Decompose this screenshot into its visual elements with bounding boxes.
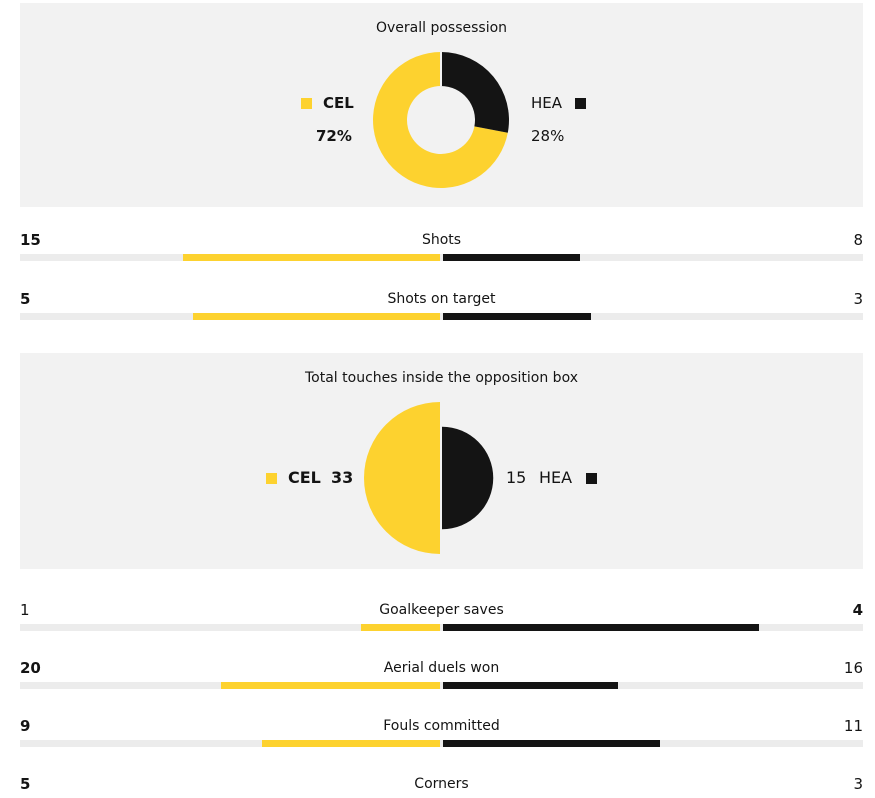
possession-title: Overall possession (375, 20, 508, 36)
stat-away-value: 8 (853, 231, 863, 249)
stat-row-aerial-duels-won: 20 Aerial duels won 16 (20, 659, 863, 699)
stat-away-bar (443, 682, 619, 689)
possession-donut-chart (372, 52, 509, 189)
stat-away-value: 16 (843, 659, 863, 677)
possession-away-slice (441, 52, 509, 133)
touches-home-value: 33 (331, 468, 354, 487)
away-legend-square (575, 98, 586, 109)
stat-home-bar (262, 740, 440, 747)
stat-away-value: 3 (853, 775, 863, 793)
stat-away-bar (443, 313, 592, 320)
stat-away-value: 11 (843, 717, 863, 735)
stat-track (20, 313, 863, 320)
stat-label: Shots (421, 232, 462, 248)
home-legend-square (301, 98, 312, 109)
touches-away-value: 15 (506, 468, 527, 487)
stat-track (20, 740, 863, 747)
possession-away-team: HEA (531, 94, 563, 112)
possession-panel: Overall possession CEL 72% HEA 28% (20, 3, 863, 207)
touches-home-team: CEL (288, 468, 321, 487)
touches-away-half-circle (442, 426, 494, 530)
possession-home-pct: 72% (316, 127, 352, 145)
stat-home-bar (361, 624, 440, 631)
stat-home-value: 9 (20, 717, 31, 735)
touches-title: Total touches inside the opposition box (305, 370, 578, 386)
possession-away-pct: 28% (531, 127, 565, 145)
stat-label: Aerial duels won (383, 660, 500, 676)
stat-home-bar (182, 254, 440, 261)
stat-track (20, 624, 863, 631)
stat-label: Shots on target (387, 291, 496, 307)
stat-label: Fouls committed (383, 718, 500, 734)
possession-home-team: CEL (323, 94, 354, 112)
stat-home-bar (193, 313, 440, 320)
stat-home-value: 5 (20, 775, 31, 793)
stat-away-bar (443, 740, 661, 747)
stat-home-value: 5 (20, 290, 31, 308)
away-legend-square (586, 473, 597, 484)
touches-half-circle-chart (364, 402, 494, 554)
stat-label: Goalkeeper saves (379, 602, 504, 618)
touches-away-team: HEA (539, 468, 573, 487)
stat-track (20, 682, 863, 689)
possession-home-slice (372, 52, 508, 189)
home-legend-square (266, 473, 277, 484)
stat-home-value: 1 (20, 601, 30, 619)
stat-label: Corners (414, 776, 469, 792)
stat-away-bar (443, 624, 759, 631)
stat-away-value: 3 (853, 290, 863, 308)
touches-home-half-circle (364, 402, 440, 554)
stat-row-fouls-committed: 9 Fouls committed 11 (20, 717, 863, 757)
stat-home-value: 20 (20, 659, 41, 677)
stat-track (20, 254, 863, 261)
stat-away-value: 4 (852, 601, 863, 619)
stat-row-shots: 15 Shots 8 (20, 231, 863, 271)
stat-row-shots-on-target: 5 Shots on target 3 (20, 290, 863, 330)
stat-home-value: 15 (20, 231, 41, 249)
stat-row-corners: 5 Corners 3 (20, 775, 863, 798)
stat-home-bar (220, 682, 440, 689)
stat-row-goalkeeper-saves: 1 Goalkeeper saves 4 (20, 601, 863, 641)
stat-away-bar (443, 254, 581, 261)
touches-panel: Total touches inside the opposition box … (20, 353, 863, 569)
